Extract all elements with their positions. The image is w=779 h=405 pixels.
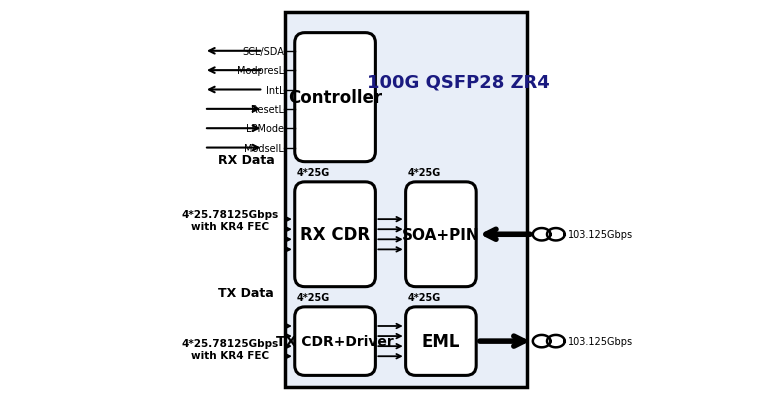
Text: RX Data: RX Data [218, 154, 275, 167]
FancyBboxPatch shape [284, 13, 527, 388]
Text: ModselL: ModselL [245, 143, 284, 153]
Text: ModpresL: ModpresL [237, 66, 284, 76]
Text: TX Data: TX Data [218, 286, 274, 299]
Text: 103.125Gbps: 103.125Gbps [569, 230, 633, 240]
Text: TX CDR+Driver: TX CDR+Driver [277, 334, 394, 348]
Text: 4*25G: 4*25G [297, 168, 330, 177]
Text: Controller: Controller [288, 89, 382, 107]
Text: LPMode: LPMode [246, 124, 284, 134]
Text: 4*25.78125Gbps
with KR4 FEC: 4*25.78125Gbps with KR4 FEC [182, 339, 279, 360]
Text: RX CDR: RX CDR [300, 226, 370, 244]
Text: SCL/SDA: SCL/SDA [242, 47, 284, 57]
Text: 103.125Gbps: 103.125Gbps [569, 336, 633, 346]
FancyBboxPatch shape [294, 182, 375, 287]
Text: EML: EML [421, 332, 460, 350]
Text: IntL: IntL [266, 85, 284, 95]
Text: ResetL: ResetL [252, 104, 284, 115]
Text: SOA+PIN: SOA+PIN [402, 227, 480, 242]
Text: 4*25G: 4*25G [297, 292, 330, 302]
Text: 4*25.78125Gbps
with KR4 FEC: 4*25.78125Gbps with KR4 FEC [182, 210, 279, 231]
FancyBboxPatch shape [406, 307, 476, 375]
FancyBboxPatch shape [406, 182, 476, 287]
Text: 4*25G: 4*25G [407, 292, 441, 302]
FancyBboxPatch shape [294, 34, 375, 162]
Text: 4*25G: 4*25G [407, 168, 441, 177]
FancyBboxPatch shape [294, 307, 375, 375]
Text: 100G QSFP28 ZR4: 100G QSFP28 ZR4 [367, 73, 549, 91]
